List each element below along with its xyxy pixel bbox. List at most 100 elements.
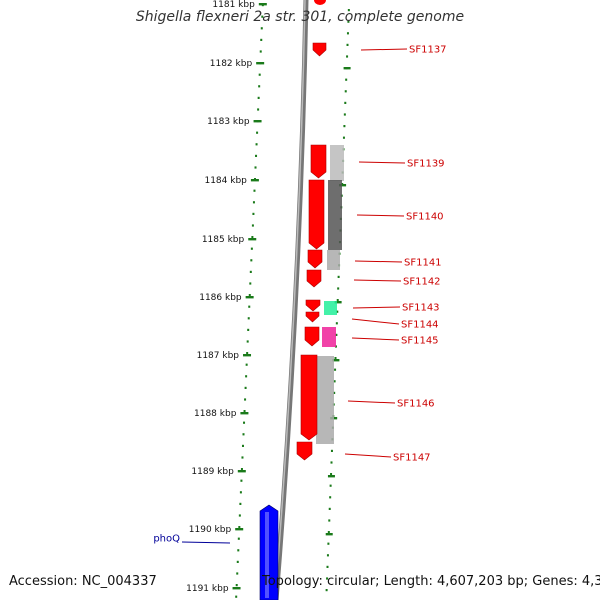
gene-arrow-sf1139[interactable]: [310, 144, 327, 179]
scale-tick: [325, 533, 333, 536]
ring-dot: [257, 108, 260, 111]
ring-dot: [246, 352, 249, 355]
ring-dot: [243, 410, 246, 413]
scale-tick: [237, 470, 246, 473]
gene-arrow-sf1146[interactable]: [300, 354, 318, 441]
feature-shading: [316, 145, 344, 444]
scale-labels: 1181 kbp 1182 kbp 1183 kbp 1184 kbp 1185 kbp…: [186, 0, 267, 594]
scale-tick: [343, 67, 351, 70]
ring-dot: [248, 305, 251, 308]
gene-label-sf1145[interactable]: SF1145: [401, 336, 439, 347]
ring-dot: [239, 502, 242, 505]
ring-dot: [242, 433, 245, 436]
ring-dot: [329, 496, 332, 499]
ring-dot: [346, 55, 349, 58]
ring-dot: [256, 131, 259, 134]
scale-tick-label: 1189 kbp: [191, 467, 234, 477]
scale-tick-label: 1182 kbp: [210, 59, 253, 69]
ring-dot: [245, 363, 248, 366]
gene-arrow-sf1141[interactable]: [307, 249, 323, 269]
ring-dot: [240, 468, 243, 471]
gene-arrow[interactable]: [314, 0, 326, 5]
gene-arrow-sf1143[interactable]: [305, 299, 321, 312]
scale-tick: [235, 528, 244, 531]
ring-dot: [252, 212, 255, 215]
genome-backbone-highlight: [274, 0, 306, 601]
ring-dot: [236, 572, 239, 575]
ring-dot: [248, 294, 251, 297]
ring-dot: [238, 526, 241, 529]
ring-dot: [328, 519, 331, 522]
label-leader-line: [358, 161, 406, 164]
label-leader-line: [351, 318, 400, 325]
gene-label-sf1137[interactable]: SF1137: [409, 45, 447, 56]
ring-dot: [337, 275, 340, 278]
ring-dot: [246, 340, 249, 343]
gene-label-sf1146[interactable]: SF1146: [397, 399, 435, 410]
gene-shading: [330, 145, 344, 181]
gene-arrow-sf1145[interactable]: [304, 326, 320, 347]
ring-dot: [258, 73, 261, 76]
scale-tick: [327, 475, 335, 478]
label-leader-line: [347, 400, 396, 404]
gene-arrow-sf1140[interactable]: [308, 179, 325, 250]
scale-tick: [250, 179, 259, 182]
ring-dot: [344, 90, 347, 93]
gene-arrow-sf1144[interactable]: [305, 311, 320, 323]
ring-dot: [237, 537, 240, 540]
genome-backbone: [273, 0, 309, 601]
ring-dot: [244, 398, 247, 401]
gene-label-sf1147[interactable]: SF1147: [393, 453, 431, 464]
gene-label-phoq[interactable]: phoQ: [153, 534, 180, 545]
ring-dot: [330, 473, 333, 476]
ring-dot: [334, 357, 337, 360]
gene-arrow-sf1142[interactable]: [306, 269, 322, 288]
label-leader-line: [353, 279, 402, 282]
gene-label-sf1139[interactable]: SF1139: [407, 159, 445, 170]
gene-label-sf1143[interactable]: SF1143: [402, 303, 440, 314]
ring-dot: [243, 421, 246, 424]
scale-tick-label: 1184 kbp: [204, 176, 247, 186]
ring-dot: [244, 386, 247, 389]
scale-tick: [334, 301, 342, 304]
ring-dot: [261, 15, 264, 18]
gene-arrow-sf1137[interactable]: [312, 42, 327, 57]
gene-label-sf1142[interactable]: SF1142: [403, 277, 441, 288]
label-leader-lines: [181, 48, 408, 544]
ring-dot: [260, 38, 263, 41]
scale-tick: [256, 62, 265, 65]
gene-label-sf1140[interactable]: SF1140: [406, 212, 444, 223]
ring-dot: [344, 101, 347, 104]
ring-dot: [241, 456, 244, 459]
scale-tick: [253, 120, 262, 123]
ring-dot: [329, 484, 332, 487]
ring-dot: [247, 328, 250, 331]
label-leader-line: [360, 48, 408, 51]
label-leader-line: [351, 337, 400, 341]
scale-tick: [332, 359, 340, 362]
gene-labels: SF1137 SF1139 SF1140 SF1141 SF1142 SF1143 SF11…: [153, 45, 446, 545]
gene-arrow-sf1147[interactable]: [296, 441, 313, 461]
scale-tick-label: 1190 kbp: [189, 525, 232, 535]
ring-dot: [343, 113, 346, 116]
gene-label-sf1141[interactable]: SF1141: [404, 258, 442, 269]
accession-label: Accession: NC_004337: [9, 574, 157, 589]
ring-dot: [251, 236, 254, 239]
ring-dot: [258, 85, 261, 88]
gene-shading: [324, 301, 337, 315]
ring-dot: [346, 43, 349, 46]
ring-dot: [335, 333, 338, 336]
label-leader-line: [352, 306, 401, 309]
gene-label-sf1144[interactable]: SF1144: [401, 320, 439, 331]
ring-dot: [235, 595, 238, 598]
ring-dot: [250, 259, 253, 262]
ring-dot: [254, 166, 257, 169]
ring-dot: [325, 589, 328, 592]
ring-dot: [236, 560, 239, 563]
ring-dot: [330, 449, 333, 452]
ring-dot: [336, 310, 339, 313]
ring-dot: [346, 32, 349, 35]
ring-dot: [345, 78, 348, 81]
scale-tick-label: 1186 kbp: [199, 293, 242, 303]
